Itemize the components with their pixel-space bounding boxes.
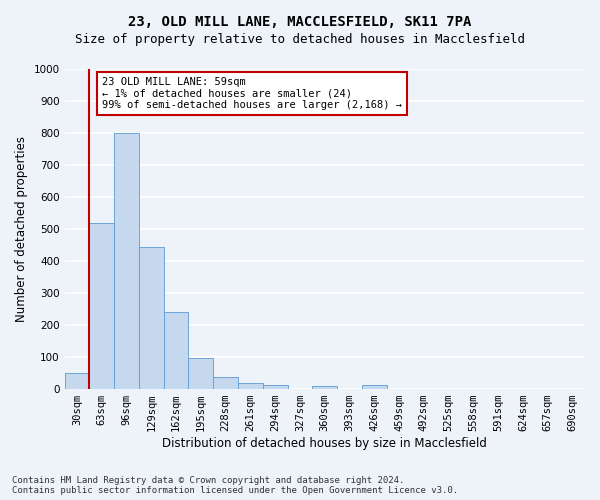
Bar [139, 246, 164, 389]
Text: Contains HM Land Registry data © Crown copyright and database right 2024.
Contai: Contains HM Land Registry data © Crown c… [12, 476, 458, 495]
Bar [213, 377, 238, 389]
Bar [362, 385, 387, 389]
Text: 23, OLD MILL LANE, MACCLESFIELD, SK11 7PA: 23, OLD MILL LANE, MACCLESFIELD, SK11 7P… [128, 15, 472, 29]
Bar [238, 382, 263, 389]
Text: 23 OLD MILL LANE: 59sqm
← 1% of detached houses are smaller (24)
99% of semi-det: 23 OLD MILL LANE: 59sqm ← 1% of detached… [102, 77, 402, 110]
Bar [114, 133, 139, 389]
Bar [164, 312, 188, 389]
Bar [89, 222, 114, 389]
Y-axis label: Number of detached properties: Number of detached properties [15, 136, 28, 322]
Bar [313, 386, 337, 389]
Bar [188, 358, 213, 389]
Text: Size of property relative to detached houses in Macclesfield: Size of property relative to detached ho… [75, 32, 525, 46]
Bar [65, 373, 89, 389]
X-axis label: Distribution of detached houses by size in Macclesfield: Distribution of detached houses by size … [163, 437, 487, 450]
Bar [263, 385, 287, 389]
